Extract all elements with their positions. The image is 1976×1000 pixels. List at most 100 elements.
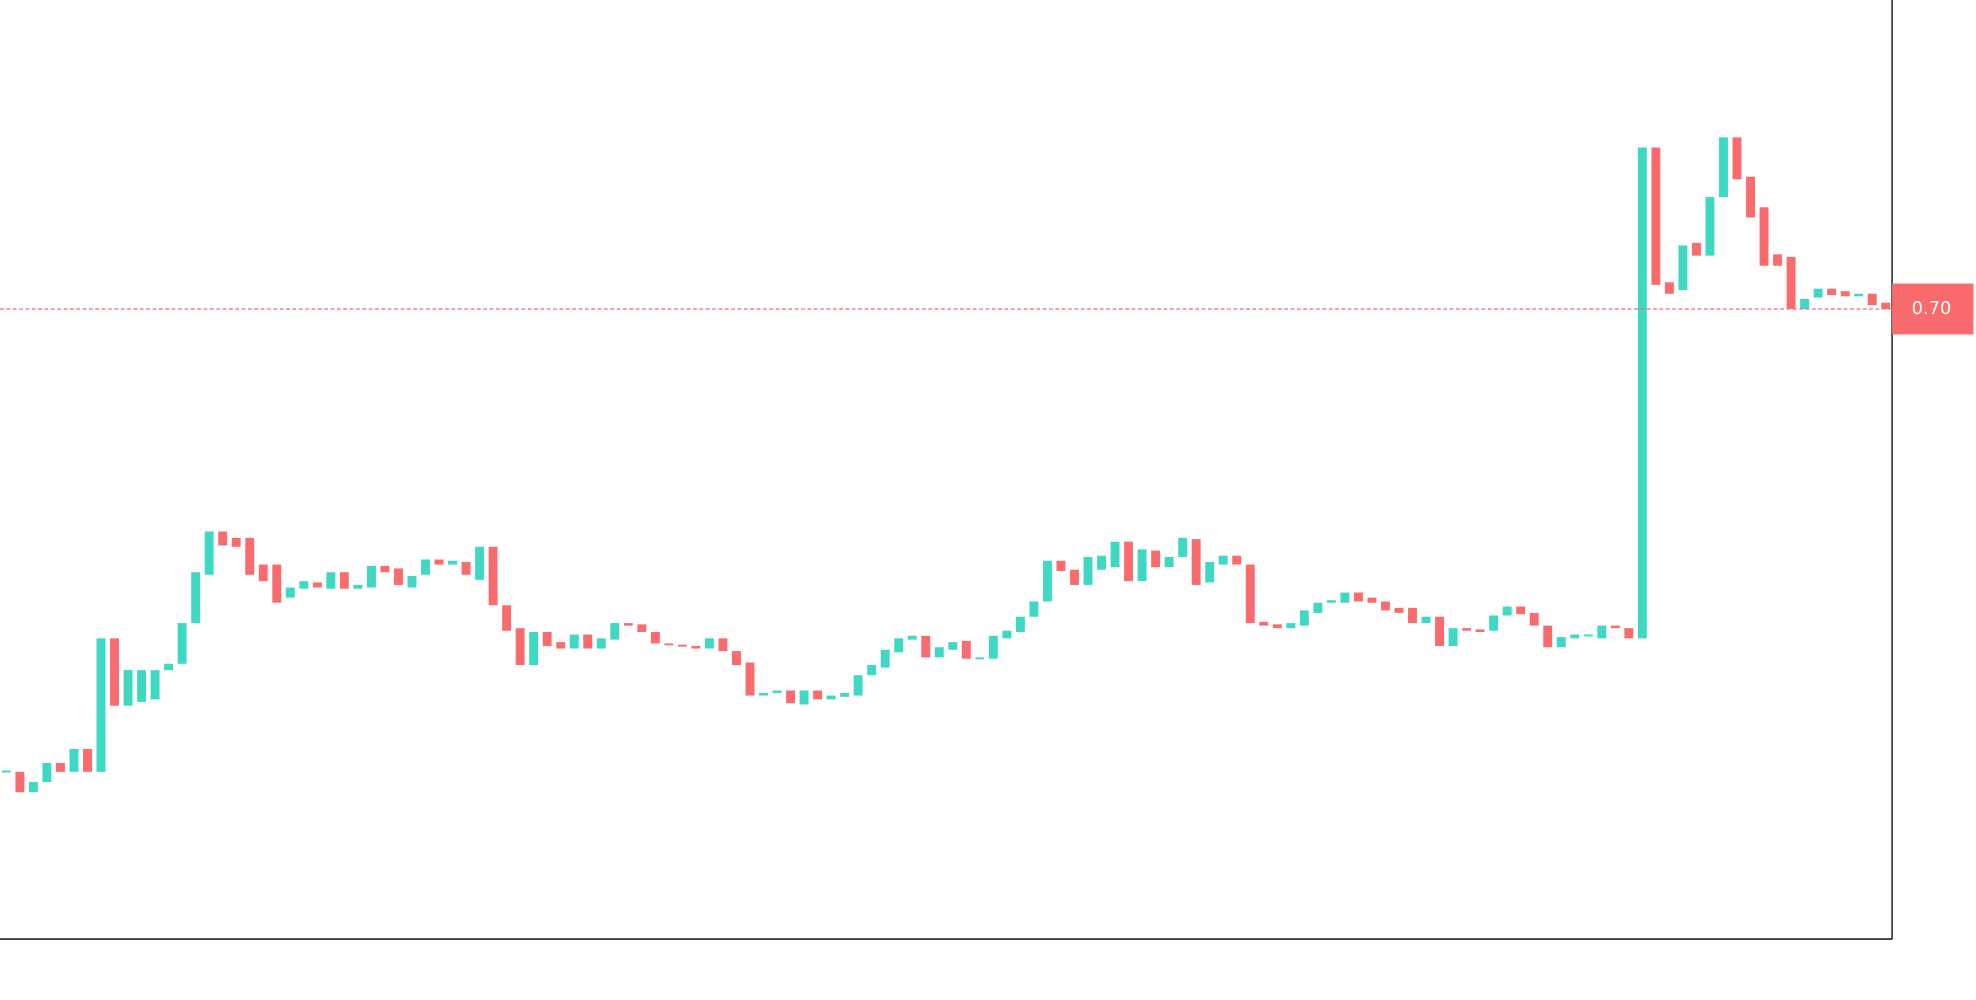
candle-body [718, 638, 728, 652]
candle-body [826, 695, 836, 700]
candle-body [1286, 623, 1296, 629]
candle-body [1083, 556, 1093, 585]
candle-body [1259, 621, 1269, 626]
candle-body [1178, 537, 1188, 557]
candle-body [677, 644, 687, 647]
candle-body [745, 662, 755, 696]
candle-body [1408, 607, 1417, 624]
candle-body [569, 634, 579, 649]
candle-body [1218, 555, 1228, 565]
candle-body [1786, 256, 1796, 310]
candle-body [272, 564, 282, 603]
candle-body [921, 635, 931, 658]
candle-body [1570, 634, 1580, 639]
candle-body [1543, 625, 1553, 648]
candle-body [1313, 602, 1323, 613]
candle-body [1272, 624, 1282, 629]
candle-body [1529, 612, 1539, 626]
candle-body [583, 634, 593, 649]
candle-body [407, 576, 417, 588]
candle-body [15, 771, 25, 793]
candle-body [853, 675, 863, 696]
candle-body [380, 565, 390, 573]
candle-body [434, 559, 444, 565]
candle-body [1827, 288, 1837, 296]
candle-body [1029, 601, 1039, 617]
candle-body [799, 690, 809, 705]
candle-body [1381, 601, 1390, 611]
candle-body [650, 631, 660, 644]
candle-body [1421, 616, 1431, 624]
candle-body [975, 657, 985, 660]
candle-body [1124, 541, 1134, 582]
candle-body [1015, 616, 1025, 632]
candle-body [1597, 625, 1607, 639]
candle-body [312, 582, 322, 588]
candle-body [813, 690, 823, 700]
candle-body [1448, 628, 1458, 646]
candle-body [840, 693, 850, 697]
candle-body [1664, 282, 1674, 294]
candle-body [339, 572, 349, 589]
candle-body [1489, 615, 1499, 631]
candle-body [691, 645, 701, 649]
candle-body [1, 770, 11, 773]
price-label-box [1892, 283, 1974, 335]
candle-body [1299, 610, 1309, 626]
candle-body [1110, 541, 1120, 568]
candle-body [1773, 254, 1783, 266]
candle-body [1867, 293, 1877, 306]
candle-body [786, 690, 796, 704]
candle-body [285, 587, 295, 598]
candle-body [1637, 147, 1647, 639]
candle-body [123, 670, 133, 706]
candle-body [1732, 137, 1742, 180]
candle-body [83, 748, 92, 772]
candle-body [1326, 600, 1336, 603]
candle-body [1367, 597, 1377, 603]
candle-body [1854, 293, 1864, 297]
candle-body [1056, 560, 1066, 571]
candle-body [55, 762, 65, 772]
price-label: 0.70 [1912, 298, 1952, 319]
candle-body [1070, 569, 1079, 585]
candle-body [1042, 560, 1052, 602]
candle-body [1624, 628, 1634, 639]
candle-body [150, 670, 160, 700]
candle-body [394, 568, 403, 585]
candle-body [542, 631, 552, 646]
candle-body [164, 663, 174, 671]
candle-body [1340, 592, 1350, 603]
candle-body [610, 623, 620, 640]
candle-body [515, 628, 525, 666]
candle-body [1191, 539, 1201, 585]
candle-body [110, 638, 119, 706]
candle-body [1678, 245, 1688, 290]
candle-body [231, 537, 241, 547]
candle-body [191, 572, 201, 624]
candle-body [623, 623, 633, 626]
candle-body [1097, 555, 1106, 570]
candle-body [704, 638, 714, 649]
candle-body [772, 690, 782, 694]
candle-body [1719, 137, 1728, 198]
candle-body [326, 572, 336, 589]
candle-body [1353, 592, 1363, 602]
candle-body [1516, 606, 1526, 615]
candle-body [28, 782, 38, 793]
candle-body [1245, 564, 1255, 624]
candle-body [907, 635, 917, 640]
candle-body [461, 562, 471, 575]
candle-body [1881, 302, 1891, 310]
candle-body [1610, 625, 1620, 629]
candle-body [948, 642, 958, 650]
candle-body [1435, 616, 1444, 646]
candle-body [1164, 556, 1174, 568]
candle-body [1205, 562, 1215, 583]
candle-body [96, 638, 106, 772]
candle-body [1705, 197, 1715, 256]
candle-body [1813, 288, 1823, 298]
candle-body [448, 560, 457, 565]
